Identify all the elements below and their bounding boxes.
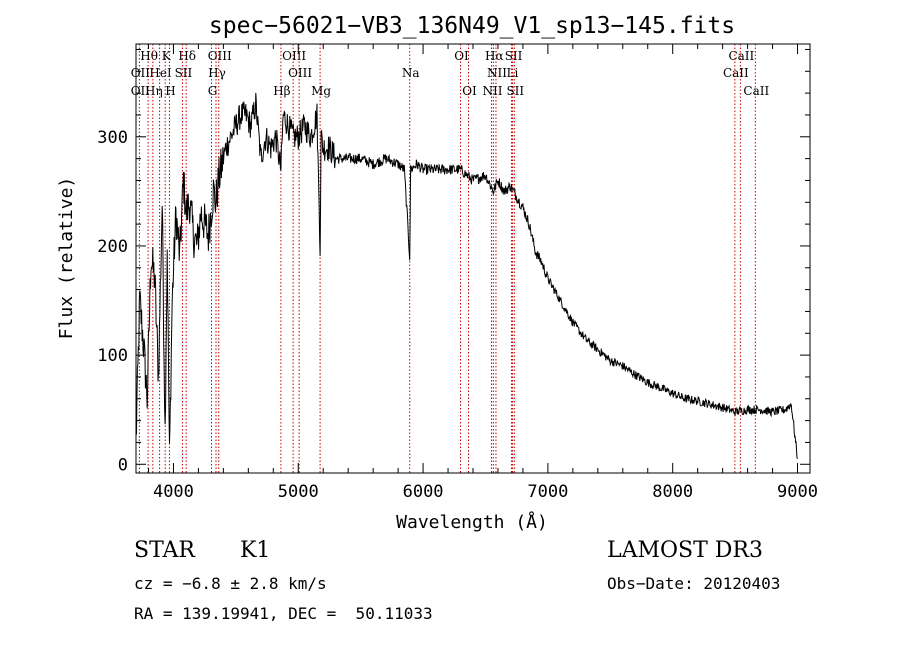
spectral-line-label: G bbox=[208, 84, 218, 98]
axis-ticks: 4000 5000 6000 7000 8000 9000 0 100 200 300 bbox=[97, 44, 818, 502]
spectral-line-label: SII bbox=[175, 66, 193, 80]
x-tick-label: 5000 bbox=[278, 482, 319, 502]
spectrum-line bbox=[135, 92, 798, 460]
spectral-line-label: OIII bbox=[208, 49, 232, 63]
object-subclass: K1 bbox=[240, 538, 271, 563]
spectral-line-label: CaII bbox=[743, 84, 769, 98]
y-tick-label: 0 bbox=[118, 455, 128, 475]
chart-title: spec−56021−VB3_136N49_V1_sp13−145.fits bbox=[209, 13, 735, 39]
x-tick-label: 7000 bbox=[527, 482, 568, 502]
x-tick-label: 9000 bbox=[777, 482, 818, 502]
spectral-line-label: HeI bbox=[149, 66, 172, 80]
spectral-line-label: Na bbox=[402, 66, 420, 80]
spectral-line-label: OIII bbox=[288, 66, 312, 80]
spectral-line-label: Hδ bbox=[178, 49, 196, 63]
y-tick-label: 200 bbox=[97, 237, 128, 257]
y-tick-label: 300 bbox=[97, 128, 128, 148]
x-tick-label: 8000 bbox=[652, 482, 693, 502]
spectral-line-label: Hγ bbox=[208, 66, 226, 80]
spectral-line-label: Hη bbox=[145, 84, 163, 98]
spectral-line-label: Mg bbox=[311, 84, 331, 98]
spectral-line-label: OIII bbox=[282, 49, 306, 63]
spectral-line-label: K bbox=[162, 49, 172, 63]
obs-date: Obs−Date: 20120403 bbox=[607, 574, 781, 593]
spectral-line-label: OI bbox=[462, 84, 477, 98]
x-axis-label: Wavelength (Å) bbox=[396, 511, 548, 533]
coordinates: RA = 139.19941, DEC = 50.11033 bbox=[134, 604, 433, 623]
spectrum-layer bbox=[135, 92, 798, 460]
y-tick-label: 100 bbox=[97, 346, 128, 366]
survey-name: LAMOST DR3 bbox=[607, 538, 763, 563]
spectral-line-label: NII bbox=[487, 66, 507, 80]
spectral-line-label: NII bbox=[482, 84, 502, 98]
spectral-line-label: CaII bbox=[728, 49, 754, 63]
redshift-cz: cz = −6.8 ± 2.8 km/s bbox=[134, 574, 327, 593]
spectral-line-label: Li bbox=[507, 66, 519, 80]
plot-frame bbox=[135, 43, 811, 474]
spectral-line-label: H bbox=[165, 84, 175, 98]
spectral-line-label: OII bbox=[131, 66, 151, 80]
x-tick-label: 6000 bbox=[403, 482, 444, 502]
y-axis-label: Flux (relative) bbox=[56, 177, 77, 340]
spectral-line-label: Hβ bbox=[273, 84, 290, 98]
spectral-line-label: SII bbox=[506, 84, 524, 98]
spectral-line-label: Hθ bbox=[140, 49, 158, 63]
spectral-line-label: SII bbox=[505, 49, 523, 63]
object-class: STAR bbox=[134, 538, 195, 563]
spectral-line-label: OI bbox=[454, 49, 469, 63]
spectral-line-label: CaII bbox=[723, 66, 749, 80]
x-tick-label: 4000 bbox=[153, 482, 194, 502]
spectral-line-label: Hα bbox=[485, 49, 504, 63]
